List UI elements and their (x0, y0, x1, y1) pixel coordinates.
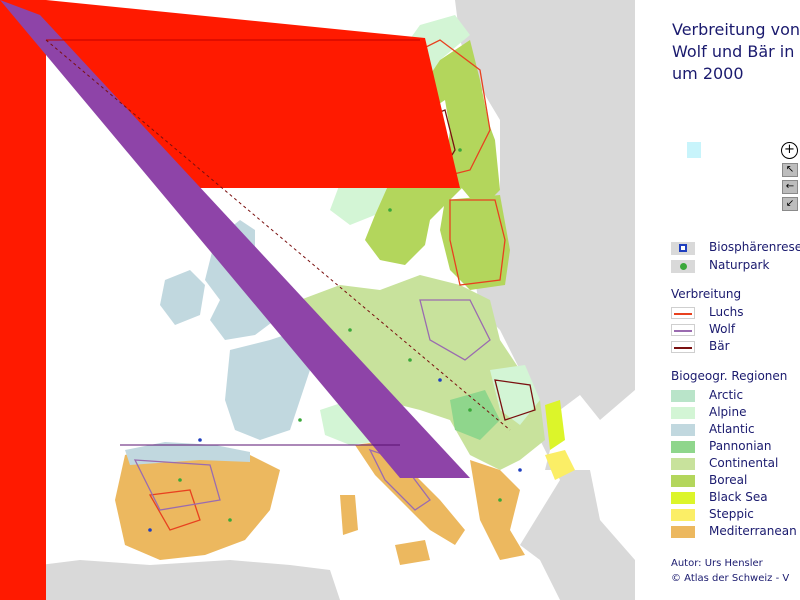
legend-label: Bär (709, 339, 730, 353)
map-view[interactable] (0, 0, 635, 600)
nature-park-dot (178, 478, 182, 482)
europe-map[interactable] (0, 0, 635, 600)
site-markers (148, 88, 522, 532)
lynx-range-baltic (449, 199, 506, 286)
naturpark-dot-icon (671, 259, 695, 273)
legend-item-baer: Bär (671, 339, 730, 354)
legend-label: Steppic (709, 507, 754, 521)
black-sea-swatch (671, 492, 695, 504)
legend-label: Wolf (709, 322, 736, 336)
selection-swatch (687, 142, 701, 158)
black-sea-region (545, 400, 565, 450)
copyright-credit: © Atlas der Schweiz - V (671, 573, 790, 584)
nature-park-dot (298, 418, 302, 422)
arctic-swatch (671, 390, 695, 402)
nature-park-dot (348, 328, 352, 332)
biosphere-dot (148, 528, 152, 532)
nature-park-dot (468, 408, 472, 412)
balkans-mediterranean (470, 460, 525, 560)
legend-item-pannonian: Pannonian (671, 439, 772, 454)
iberia-mediterranean (115, 445, 280, 560)
legend-item-black-sea: Black Sea (671, 490, 768, 505)
sardinia-mediterranean (340, 495, 358, 535)
eastern-land-grey (455, 0, 635, 600)
legend-label: Continental (709, 456, 779, 470)
baltic-boreal (440, 195, 510, 290)
pannonian-swatch (671, 441, 695, 453)
boreal-swatch (671, 475, 695, 487)
atlantic-swatch (671, 424, 695, 436)
legend-item-naturpark: Naturpark (671, 258, 769, 273)
legend-label: Atlantic (709, 422, 755, 436)
red-overlay-wedge (46, 0, 460, 188)
bear-range-carpathian (494, 379, 536, 421)
iberia-north-atlantic (125, 442, 250, 465)
legend-label: Alpine (709, 405, 747, 419)
map-title-line-3: um 2000 (672, 64, 744, 83)
legend-label: Pannonian (709, 439, 772, 453)
nature-park-dot (388, 208, 392, 212)
lynx-range-iberia (148, 489, 201, 531)
legend-label: Naturpark (709, 258, 770, 272)
nature-park-dot (228, 518, 232, 522)
mediterranean-swatch (671, 526, 695, 538)
map-title-line-2: Wolf und Bär in (672, 42, 795, 61)
legend-label: Biosphärenreservat (709, 240, 800, 254)
legend-item-luchs: Luchs (671, 305, 744, 320)
legend-item-wolf: Wolf (671, 322, 735, 337)
biosphere-dot (518, 468, 522, 472)
nature-park-dot (408, 358, 412, 362)
zoom-in-icon[interactable]: + (781, 142, 798, 159)
alpine-swatch (671, 407, 695, 419)
legend-item-biosphere: Biosphärenreservat (671, 240, 800, 255)
continental-swatch (671, 458, 695, 470)
baer-line-icon (671, 341, 695, 353)
legend-label: Mediterranean (709, 524, 797, 538)
biosphere-square-icon (671, 241, 695, 255)
sicily-mediterranean (395, 540, 430, 565)
legend-item-continental: Continental (671, 456, 778, 471)
biosphere-dot (438, 378, 442, 382)
legend-label: Boreal (709, 473, 748, 487)
nature-park-dot (498, 498, 502, 502)
map-title-line-1: Verbreitung von (672, 20, 800, 39)
legend-item-steppic: Steppic (671, 507, 754, 522)
steppic-region (545, 450, 575, 480)
legend-label: Black Sea (709, 490, 768, 504)
wolf-range-central (419, 299, 491, 361)
legend-label: Arctic (709, 388, 744, 402)
legend-item-boreal: Boreal (671, 473, 747, 488)
france-atlantic (225, 330, 310, 440)
thin-dashed-line (45, 39, 511, 431)
legend-label: Luchs (709, 305, 744, 319)
author-credit: Autor: Urs Hensler (671, 558, 763, 569)
nature-park-dot (458, 148, 462, 152)
pan-left-icon[interactable]: ← (782, 180, 798, 194)
ireland-atlantic (160, 270, 205, 325)
select-arrow-icon[interactable]: ↖ (782, 163, 798, 177)
pan-down-left-icon[interactable]: ↙ (782, 197, 798, 211)
wolf-range-iberia (133, 459, 221, 511)
legend-item-atlantic: Atlantic (671, 422, 755, 437)
legend-item-arctic: Arctic (671, 388, 743, 403)
pannonian-region (450, 390, 500, 440)
italy-mediterranean (355, 440, 465, 545)
legend-item-alpine: Alpine (671, 405, 746, 420)
legend-panel: Verbreitung von Wolf und Bär in um 2000 … (635, 0, 800, 600)
africa-land-grey (0, 560, 340, 600)
purple-overlay-wedge (0, 0, 470, 478)
steppic-swatch (671, 509, 695, 521)
legend-heading-distribution: Verbreitung (671, 287, 742, 301)
luchs-line-icon (671, 307, 695, 319)
red-overlay-strip (0, 0, 46, 600)
biosphere-dot (198, 438, 202, 442)
legend-item-mediterranean: Mediterranean (671, 524, 797, 539)
wolf-line-icon (671, 324, 695, 336)
legend-heading-regions: Biogeogr. Regionen (671, 369, 788, 383)
